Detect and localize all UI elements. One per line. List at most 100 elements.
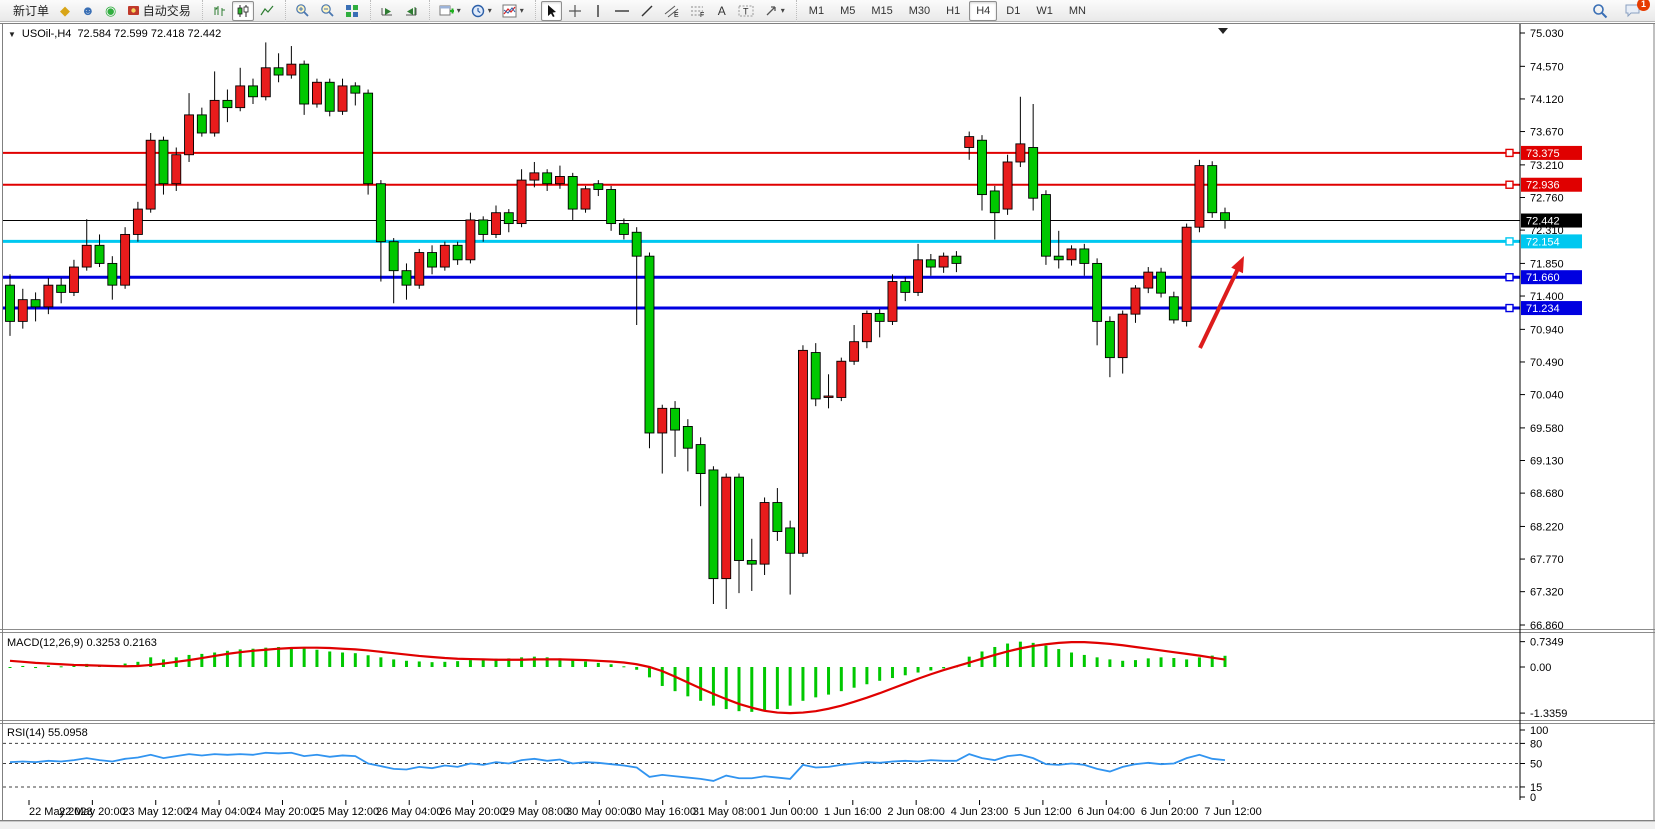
price-tag-71.660[interactable]: [1521, 270, 1582, 285]
rsi-axis-label: 80: [1530, 738, 1542, 750]
hline-endpoint-73.375[interactable]: [1505, 148, 1514, 158]
trendline-button[interactable]: [636, 1, 658, 21]
price-tick-label: 72.310: [1530, 225, 1564, 237]
candlestick-chart-button[interactable]: [231, 0, 254, 21]
hline-endpoint-71.234[interactable]: [1505, 303, 1514, 313]
macd-histogram-bar: [149, 657, 153, 667]
macd-histogram-bar: [878, 667, 882, 681]
cursor-button[interactable]: [540, 0, 562, 21]
bar-chart-button[interactable]: [208, 1, 230, 21]
notification-badge: 1: [1637, 0, 1650, 11]
signals-button[interactable]: ◉: [101, 1, 121, 21]
macd-histogram-bar: [660, 667, 664, 686]
price-tag-71.234[interactable]: [1521, 301, 1582, 316]
macd-histogram-bar: [443, 661, 447, 667]
price-tick-label: 66.860: [1530, 620, 1564, 632]
timeframe-button-w1[interactable]: W1: [1036, 4, 1053, 17]
indicators-button[interactable]: ▾: [498, 1, 528, 21]
mql-icon: ◆: [60, 2, 71, 18]
price-tick-label: 68.220: [1530, 521, 1564, 533]
candle-bear: [567, 176, 578, 210]
channel-button[interactable]: E: [660, 1, 684, 21]
candle-bear: [708, 469, 719, 580]
auto-trading-label: 自动交易: [142, 4, 191, 18]
candle-bear: [427, 252, 438, 268]
macd-histogram-bar: [635, 667, 639, 670]
timeframe-button-m15[interactable]: M15: [871, 4, 893, 17]
macd-histogram-bar: [315, 649, 319, 667]
candle-bull: [17, 299, 28, 322]
hline-endpoint-72.154[interactable]: [1505, 237, 1514, 246]
text-label-button[interactable]: T: [734, 1, 758, 21]
price-tag-72.442[interactable]: [1521, 213, 1582, 228]
timeframe-button-d1[interactable]: D1: [1006, 4, 1021, 17]
hline-endpoint-72.936[interactable]: [1505, 180, 1514, 189]
timeframe-button-m5[interactable]: M5: [840, 4, 856, 17]
time-axis-label: 23 May 12:00: [122, 806, 189, 818]
timeframe-button-m30[interactable]: M30: [908, 4, 931, 17]
price-tag-72.154[interactable]: [1521, 234, 1582, 249]
timeframe-button-h4[interactable]: H4: [969, 0, 998, 21]
candle-bear: [299, 63, 310, 105]
time-axis-label: 31 May 08:00: [693, 806, 760, 818]
chart-shift-marker[interactable]: [1218, 28, 1228, 34]
candle-bull: [439, 244, 450, 268]
trend-arrow-shaft[interactable]: [1198, 267, 1240, 349]
text-button[interactable]: A: [712, 1, 732, 21]
candle-bear: [1104, 320, 1115, 359]
profile-icon: ☻: [81, 3, 95, 18]
macd-histogram-bar: [711, 667, 715, 706]
search-button[interactable]: [1588, 1, 1612, 21]
chart-shift-button[interactable]: [400, 1, 422, 21]
candle-bull: [1130, 287, 1141, 315]
candle-bear: [1028, 147, 1039, 199]
arrows-icon: [764, 4, 778, 18]
time-axis-label: 29 May 08:00: [503, 806, 570, 818]
candle-bull: [1066, 248, 1077, 261]
horizontal-line-button[interactable]: [610, 1, 634, 21]
rsi-axis-label: 0: [1530, 792, 1536, 804]
candle-bear: [478, 219, 489, 235]
candle-bear: [1220, 212, 1230, 221]
fibonacci-button[interactable]: F: [686, 1, 710, 21]
macd-histogram-bar: [251, 648, 255, 667]
auto-trading-button[interactable]: 自动交易: [123, 1, 195, 21]
search-icon: [1592, 3, 1608, 19]
profile-button[interactable]: ☻: [77, 1, 99, 21]
hline-endpoint-71.660[interactable]: [1505, 272, 1514, 282]
zoom-out-button[interactable]: [316, 1, 339, 21]
new-chart-button[interactable]: ▾: [435, 1, 465, 21]
period-button[interactable]: ▾: [467, 1, 496, 21]
macd-histogram-bar: [942, 667, 946, 669]
chart-canvas[interactable]: 75.030 74.570 74.120 73.670 73.210 72.760 72.3…: [0, 22, 1655, 821]
timeframe-button-m1[interactable]: M1: [808, 4, 825, 17]
price-tag-73.375[interactable]: [1521, 145, 1582, 160]
vertical-line-button[interactable]: [588, 1, 608, 21]
candle-bull: [516, 179, 527, 225]
arrows-objects-button[interactable]: ▾: [760, 1, 789, 21]
time-axis-label: 26 May 04:00: [376, 806, 443, 818]
auto-scroll-button[interactable]: [376, 1, 398, 21]
line-chart-button[interactable]: [256, 1, 278, 21]
timeframe-button-mn[interactable]: MN: [1068, 4, 1086, 17]
crosshair-button[interactable]: [564, 1, 586, 21]
new-order-button[interactable]: 新订单: [9, 1, 53, 21]
macd-histogram-bar: [852, 667, 856, 688]
price-tag-label: 72.936: [1526, 180, 1560, 192]
timeframe-button-h1[interactable]: H1: [946, 4, 961, 17]
chart-title[interactable]: ▼ USOil-,H4 72.584 72.599 72.418 72.442: [8, 28, 221, 40]
notifications-button[interactable]: 1: [1620, 0, 1650, 21]
macd-histogram-bar: [468, 660, 472, 667]
candle-bull: [491, 212, 501, 235]
price-tag-72.936[interactable]: [1521, 177, 1582, 192]
chart-dropdown-icon[interactable]: ▼: [8, 29, 16, 39]
time-axis-label: 4 Jun 23:00: [951, 806, 1009, 818]
macd-histogram-bar: [494, 658, 498, 667]
zoom-in-button[interactable]: [291, 1, 314, 21]
candle-bear: [542, 172, 553, 185]
candle-bear: [695, 444, 706, 475]
trend-arrow-head[interactable]: [1231, 256, 1244, 274]
tile-windows-button[interactable]: [341, 1, 363, 21]
macd-histogram-bar: [929, 667, 933, 671]
mql-market-button[interactable]: ◆: [55, 1, 75, 21]
